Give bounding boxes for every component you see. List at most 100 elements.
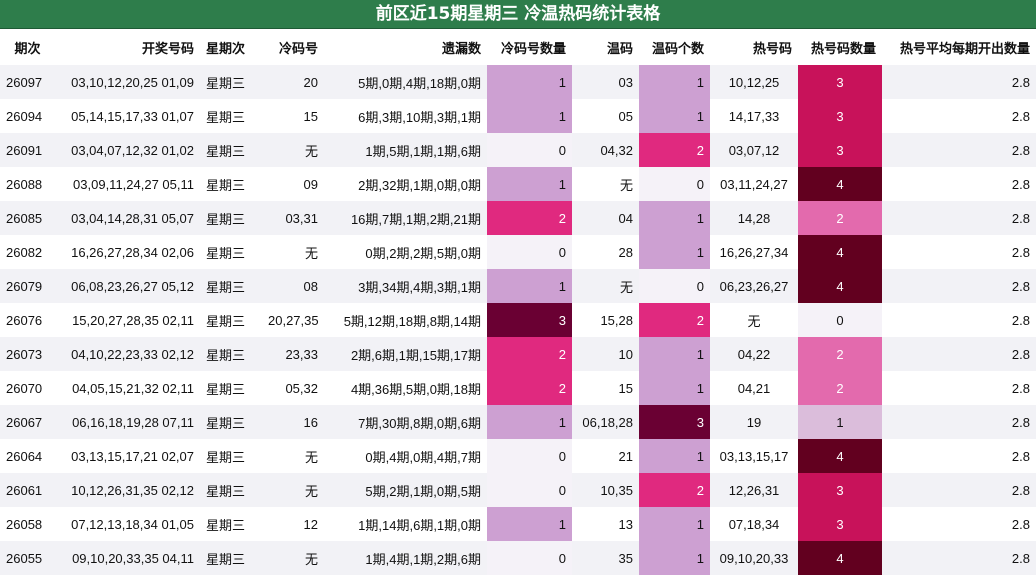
cell-hot-avg: 2.8 [882,405,1036,439]
cell-warm-count: 1 [639,507,710,541]
cell-hot: 14,28 [710,201,798,235]
table-row: 26058 07,12,13,18,34 01,05 星期三 12 1期,14期,6期,… [0,507,1036,541]
cell-hot: 04,22 [710,337,798,371]
cell-hot-count: 1 [798,405,882,439]
cell-warm-count: 1 [639,371,710,405]
cell-hot: 03,13,15,17 [710,439,798,473]
cell-warm-count: 2 [639,473,710,507]
cell-hot-avg: 2.8 [882,473,1036,507]
cell-warm-count: 1 [639,439,710,473]
cell-warm: 15,28 [572,303,639,337]
cell-numbers: 09,10,20,33,35 04,11 [55,541,200,575]
col-header-hot[interactable]: 热号码 [710,29,798,65]
col-header-hot-avg[interactable]: 热号平均每期开出数量 [882,29,1036,65]
cell-numbers: 03,09,11,24,27 05,11 [55,167,200,201]
cell-cold: 03,31 [262,201,324,235]
cell-cold: 12 [262,507,324,541]
cell-weekday: 星期三 [200,201,262,235]
cell-weekday: 星期三 [200,337,262,371]
cell-warm: 05 [572,99,639,133]
cell-numbers: 05,14,15,17,33 01,07 [55,99,200,133]
cell-warm: 04,32 [572,133,639,167]
cell-hot: 无 [710,303,798,337]
cell-period: 26094 [0,99,55,133]
table-row: 26097 03,10,12,20,25 01,09 星期三 20 5期,0期,4期,1… [0,65,1036,99]
cell-cold: 无 [262,439,324,473]
cell-warm-count: 1 [639,235,710,269]
cell-weekday: 星期三 [200,65,262,99]
cell-cold: 15 [262,99,324,133]
table-row: 26067 06,16,18,19,28 07,11 星期三 16 7期,30期,8期,… [0,405,1036,439]
cell-hot-avg: 2.8 [882,65,1036,99]
cell-numbers: 03,04,14,28,31 05,07 [55,201,200,235]
cell-weekday: 星期三 [200,541,262,575]
cell-hot: 12,26,31 [710,473,798,507]
cell-hot-count: 2 [798,337,882,371]
cell-weekday: 星期三 [200,473,262,507]
cell-hot-avg: 2.8 [882,541,1036,575]
cell-cold-count: 1 [487,65,572,99]
cell-period: 26097 [0,65,55,99]
col-header-cold-count[interactable]: 冷码号数量 [487,29,572,65]
cell-warm-count: 1 [639,65,710,99]
col-header-numbers[interactable]: 开奖号码 [55,29,200,65]
cell-warm-count: 0 [639,167,710,201]
cell-hot: 09,10,20,33 [710,541,798,575]
cell-numbers: 03,10,12,20,25 01,09 [55,65,200,99]
col-header-cold[interactable]: 冷码号 [262,29,324,65]
cell-warm-count: 0 [639,269,710,303]
col-header-warm-count[interactable]: 温码个数 [639,29,710,65]
cell-period: 26055 [0,541,55,575]
cell-cold-count: 1 [487,269,572,303]
cell-hot-avg: 2.8 [882,167,1036,201]
cell-weekday: 星期三 [200,167,262,201]
cell-miss: 4期,36期,5期,0期,18期 [324,371,487,405]
cell-miss: 5期,2期,1期,0期,5期 [324,473,487,507]
cell-cold: 无 [262,235,324,269]
cell-hot-avg: 2.8 [882,303,1036,337]
col-header-hot-count[interactable]: 热号码数量 [798,29,882,65]
cell-hot: 04,21 [710,371,798,405]
cell-miss: 1期,14期,6期,1期,0期 [324,507,487,541]
table-row: 26076 15,20,27,28,35 02,11 星期三 20,27,35 5期,1… [0,303,1036,337]
cell-cold-count: 2 [487,337,572,371]
cell-hot-count: 4 [798,269,882,303]
cell-cold-count: 1 [487,167,572,201]
table-row: 26070 04,05,15,21,32 02,11 星期三 05,32 4期,36期,… [0,371,1036,405]
cell-miss: 1期,5期,1期,1期,6期 [324,133,487,167]
cell-hot: 03,07,12 [710,133,798,167]
cell-weekday: 星期三 [200,405,262,439]
cell-hot: 03,11,24,27 [710,167,798,201]
cell-hot-count: 2 [798,201,882,235]
cell-miss: 6期,3期,10期,3期,1期 [324,99,487,133]
col-header-miss[interactable]: 遗漏数 [324,29,487,65]
cell-hot-avg: 2.8 [882,269,1036,303]
cell-period: 26076 [0,303,55,337]
cell-warm-count: 2 [639,303,710,337]
cell-hot: 16,26,27,34 [710,235,798,269]
table-row: 26094 05,14,15,17,33 01,07 星期三 15 6期,3期,10期,… [0,99,1036,133]
cell-period: 26088 [0,167,55,201]
cell-miss: 0期,4期,0期,4期,7期 [324,439,487,473]
col-header-period[interactable]: 期次 [0,29,55,65]
cell-cold: 无 [262,133,324,167]
cell-period: 26058 [0,507,55,541]
cell-warm-count: 1 [639,541,710,575]
cell-period: 26082 [0,235,55,269]
table-body: 26097 03,10,12,20,25 01,09 星期三 20 5期,0期,4期,1… [0,65,1036,575]
cell-warm: 13 [572,507,639,541]
col-header-weekday[interactable]: 星期次 [200,29,262,65]
cell-hot-avg: 2.8 [882,235,1036,269]
col-header-warm[interactable]: 温码 [572,29,639,65]
cell-weekday: 星期三 [200,235,262,269]
cell-hot-count: 2 [798,371,882,405]
cell-warm: 21 [572,439,639,473]
cell-hot-avg: 2.8 [882,133,1036,167]
cell-weekday: 星期三 [200,371,262,405]
cell-numbers: 04,05,15,21,32 02,11 [55,371,200,405]
cell-weekday: 星期三 [200,269,262,303]
cell-numbers: 04,10,22,23,33 02,12 [55,337,200,371]
cell-miss: 1期,4期,1期,2期,6期 [324,541,487,575]
cell-hot: 10,12,25 [710,65,798,99]
cell-warm-count: 1 [639,337,710,371]
